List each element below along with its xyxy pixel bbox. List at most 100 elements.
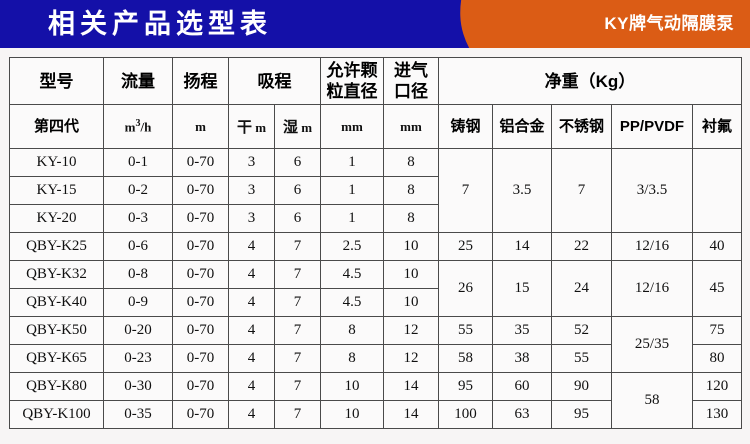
cell-model: QBY-K40 bbox=[9, 288, 104, 317]
subheader-head-unit: m bbox=[172, 104, 229, 149]
table-row: KY-10 0-1 0-70 3 6 1 8 7 3.5 7 3/3.5 bbox=[9, 148, 742, 233]
header-inlet-line1: 进气 bbox=[394, 61, 428, 80]
cell-particle: 1 bbox=[320, 176, 384, 205]
table-row: QBY-K80 0-30 0-70 4 7 10 14 95 60 90 58 … bbox=[9, 372, 742, 429]
cell-inlet: 8 bbox=[383, 176, 439, 205]
brand-label: KY牌气动隔膜泵 bbox=[604, 14, 734, 33]
cell-stainless: 90 bbox=[551, 372, 612, 401]
page-banner: 相关产品选型表 KY牌气动隔膜泵 bbox=[0, 0, 750, 48]
subheader-particle-unit: mm bbox=[320, 104, 384, 149]
cell-particle: 10 bbox=[320, 372, 384, 401]
cell-particle: 10 bbox=[320, 400, 384, 429]
subheader-pp-pvdf: PP/PVDF bbox=[611, 104, 693, 149]
cell-aluminum: 3.5 bbox=[492, 148, 552, 233]
cell-suction-dry: 4 bbox=[228, 260, 275, 289]
cell-suction-dry: 3 bbox=[228, 148, 275, 177]
header-head: 扬程 bbox=[172, 57, 229, 105]
cell-lined-fluorine bbox=[692, 148, 742, 233]
cell-head: 0-70 bbox=[172, 204, 229, 233]
cell-stainless: 22 bbox=[551, 232, 612, 261]
cell-pp-pvdf: 25/35 bbox=[611, 316, 693, 373]
table-header-row-2: 第四代 m3/h m 干 m 湿 m mm mm 铸钢 铝合金 不锈钢 PP/P… bbox=[9, 104, 742, 149]
cell-model: KY-10 bbox=[9, 148, 104, 177]
table-row: QBY-K25 0-6 0-70 4 7 2.5 10 25 14 22 12/… bbox=[9, 232, 742, 261]
cell-suction-wet: 7 bbox=[274, 260, 321, 289]
cell-suction-dry: 3 bbox=[228, 204, 275, 233]
cell-model: KY-15 bbox=[9, 176, 104, 205]
cell-lined-fluorine: 45 bbox=[692, 260, 742, 317]
cell-inlet: 14 bbox=[383, 400, 439, 429]
cell-particle: 8 bbox=[320, 344, 384, 373]
cell-suction-wet: 6 bbox=[274, 148, 321, 177]
cell-aluminum: 63 bbox=[492, 400, 552, 429]
header-particle-line1: 允许颗 bbox=[326, 61, 378, 80]
cell-particle: 1 bbox=[320, 204, 384, 233]
cell-suction-wet: 7 bbox=[274, 288, 321, 317]
cell-aluminum: 38 bbox=[492, 344, 552, 373]
cell-suction-dry: 4 bbox=[228, 288, 275, 317]
cell-inlet: 14 bbox=[383, 372, 439, 401]
cell-particle: 2.5 bbox=[320, 232, 384, 261]
subheader-flow-unit: m3/h bbox=[103, 104, 173, 149]
cell-flow: 0-2 bbox=[103, 176, 173, 205]
cell-head: 0-70 bbox=[172, 176, 229, 205]
cell-flow: 0-20 bbox=[103, 316, 173, 345]
cell-suction-dry: 3 bbox=[228, 176, 275, 205]
flow-unit-exponent: 3 bbox=[135, 117, 141, 129]
cell-suction-dry: 4 bbox=[228, 400, 275, 429]
table-row: KY-20 0-3 0-70 3 6 1 8 bbox=[9, 204, 742, 233]
cell-head: 0-70 bbox=[172, 260, 229, 289]
cell-suction-wet: 6 bbox=[274, 204, 321, 233]
table-row: QBY-K32 0-8 0-70 4 7 4.5 10 26 15 24 12/… bbox=[9, 260, 742, 317]
header-net-weight: 净重（Kg） bbox=[438, 57, 742, 105]
header-particle-line2: 粒直径 bbox=[326, 82, 378, 101]
cell-model: QBY-K25 bbox=[9, 232, 104, 261]
cell-inlet: 10 bbox=[383, 232, 439, 261]
cell-aluminum: 14 bbox=[492, 232, 552, 261]
cell-lined-fluorine: 75 bbox=[692, 316, 742, 345]
cell-flow: 0-3 bbox=[103, 204, 173, 233]
cell-flow: 0-23 bbox=[103, 344, 173, 373]
cell-suction-wet: 7 bbox=[274, 372, 321, 401]
cell-head: 0-70 bbox=[172, 400, 229, 429]
subheader-suction-wet: 湿 m bbox=[274, 104, 321, 149]
cell-inlet: 10 bbox=[383, 260, 439, 289]
header-particle-diameter: 允许颗 粒直径 bbox=[320, 57, 384, 105]
cell-cast-steel: 7 bbox=[438, 148, 493, 233]
cell-flow: 0-9 bbox=[103, 288, 173, 317]
cell-suction-wet: 7 bbox=[274, 316, 321, 345]
cell-pp-pvdf: 58 bbox=[611, 372, 693, 429]
cell-head: 0-70 bbox=[172, 232, 229, 261]
cell-suction-wet: 6 bbox=[274, 176, 321, 205]
cell-model: QBY-K80 bbox=[9, 372, 104, 401]
cell-inlet: 10 bbox=[383, 288, 439, 317]
suction-wet-label: 湿 bbox=[282, 119, 298, 136]
cell-flow: 0-6 bbox=[103, 232, 173, 261]
cell-head: 0-70 bbox=[172, 288, 229, 317]
cell-inlet: 8 bbox=[383, 204, 439, 233]
cell-model: QBY-K50 bbox=[9, 316, 104, 345]
cell-aluminum: 60 bbox=[492, 372, 552, 401]
page-title: 相关产品选型表 bbox=[48, 9, 272, 39]
cell-suction-wet: 7 bbox=[274, 400, 321, 429]
cell-stainless: 95 bbox=[551, 400, 612, 429]
cell-cast-steel: 55 bbox=[438, 316, 493, 345]
cell-lined-fluorine: 40 bbox=[692, 232, 742, 261]
spec-table: 型号 流量 扬程 吸程 允许颗 粒直径 进气 口径 净重（Kg） 第四代 bbox=[9, 57, 742, 429]
cell-suction-dry: 4 bbox=[228, 344, 275, 373]
cell-inlet: 12 bbox=[383, 316, 439, 345]
cell-pp-pvdf: 3/3.5 bbox=[611, 148, 693, 233]
table-row: KY-15 0-2 0-70 3 6 1 8 bbox=[9, 176, 742, 205]
subheader-generation: 第四代 bbox=[9, 104, 104, 149]
suction-wet-unit: m bbox=[301, 120, 313, 135]
subheader-cast-steel: 铸钢 bbox=[438, 104, 493, 149]
cell-stainless: 55 bbox=[551, 344, 612, 373]
cell-flow: 0-1 bbox=[103, 148, 173, 177]
cell-particle: 8 bbox=[320, 316, 384, 345]
flow-unit-tail: /h bbox=[140, 119, 152, 135]
cell-pp-pvdf: 12/16 bbox=[611, 260, 693, 317]
cell-particle: 4.5 bbox=[320, 288, 384, 317]
cell-model: QBY-K32 bbox=[9, 260, 104, 289]
cell-stainless: 24 bbox=[551, 260, 612, 317]
